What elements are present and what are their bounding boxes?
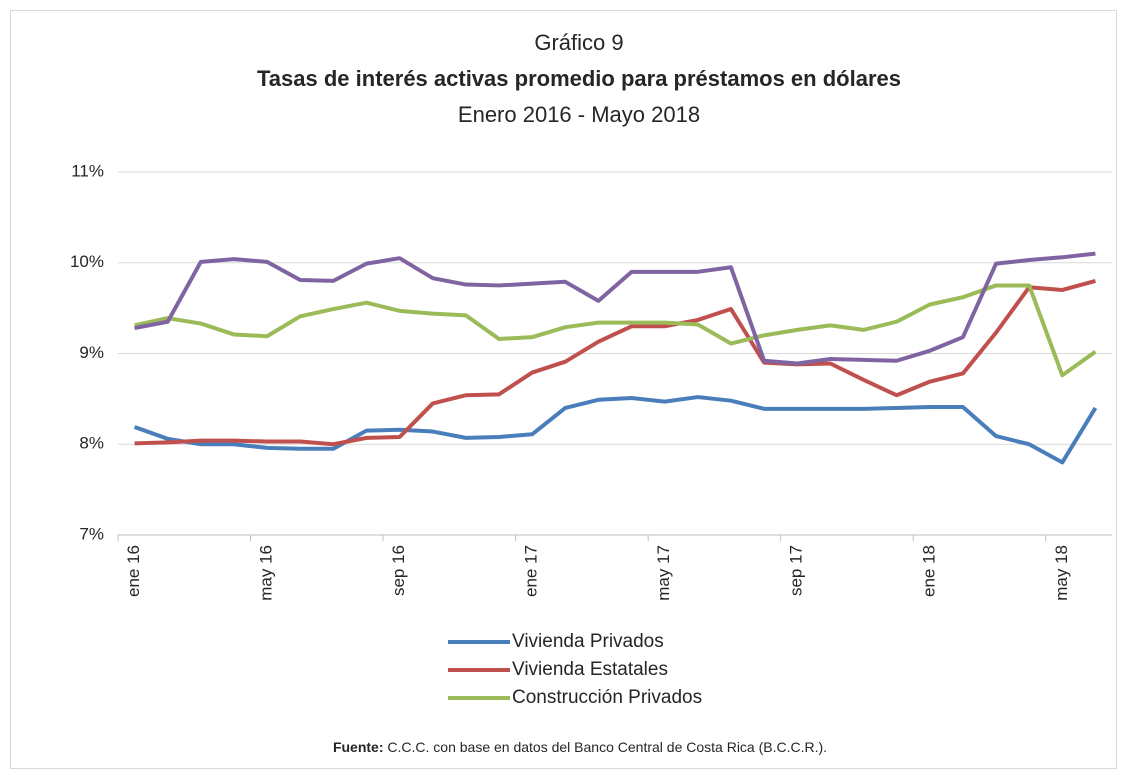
series-line xyxy=(134,283,1097,378)
legend-label: Vivienda Estatales xyxy=(512,659,668,680)
series-line xyxy=(134,278,1096,447)
source-label: Fuente: xyxy=(333,739,384,755)
y-tick-label: 10% xyxy=(70,252,104,271)
x-tick-label: sep 16 xyxy=(389,545,408,596)
chart-subtitle: Tasas de interés activas promedio para p… xyxy=(257,66,901,91)
x-tick-label: may 17 xyxy=(654,545,673,601)
x-tick-label: ene 18 xyxy=(919,545,938,597)
chart-frame xyxy=(10,10,1117,769)
x-tick-label: ene 16 xyxy=(124,545,143,597)
y-tick-label: 7% xyxy=(79,524,104,543)
legend-label: Construcción Privados xyxy=(512,687,702,708)
y-tick-label: 11% xyxy=(71,161,104,180)
series-line xyxy=(134,251,1096,366)
x-tick-label: ene 17 xyxy=(522,545,541,597)
y-tick-label: 9% xyxy=(79,343,104,362)
source-text: C.C.C. con base en datos del Banco Centr… xyxy=(387,739,827,755)
series-line xyxy=(133,395,1098,465)
legend-label: Vivienda Privados xyxy=(512,631,664,652)
source-note: Fuente: C.C.C. con base en datos del Ban… xyxy=(333,739,827,755)
chart-title: Gráfico 9 xyxy=(534,30,623,55)
y-tick-label: 8% xyxy=(79,434,104,453)
x-tick-label: may 16 xyxy=(257,545,276,601)
chart-period: Enero 2016 - Mayo 2018 xyxy=(458,102,700,127)
x-tick-label: sep 17 xyxy=(787,545,806,596)
x-tick-label: may 18 xyxy=(1052,545,1071,601)
